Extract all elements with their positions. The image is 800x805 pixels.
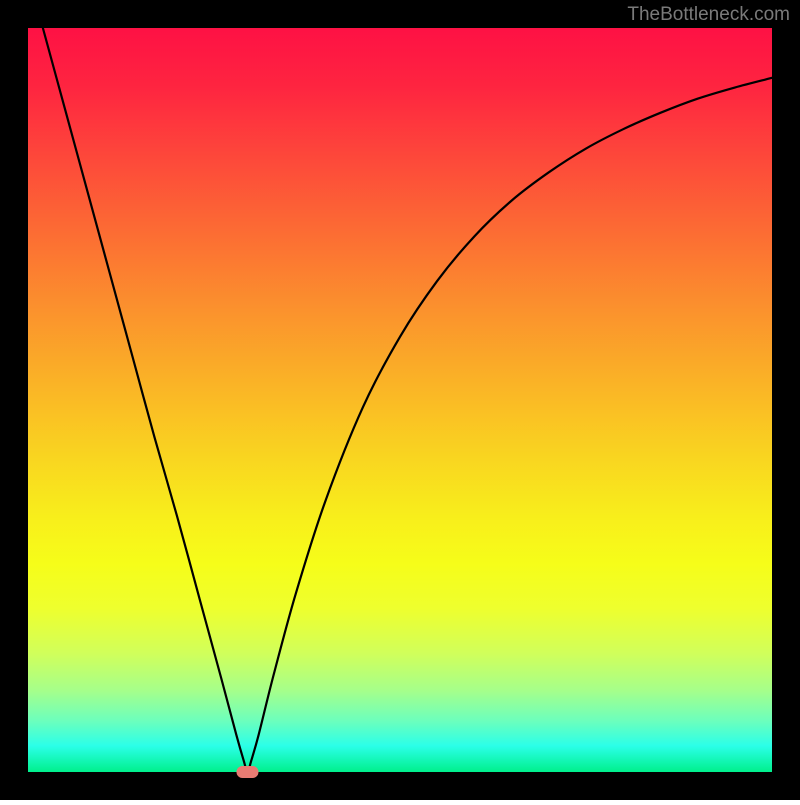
chart-background — [28, 28, 772, 772]
bottleneck-chart — [0, 0, 800, 800]
watermark-text: TheBottleneck.com — [627, 4, 790, 26]
optimal-point-marker — [236, 766, 258, 778]
chart-container: TheBottleneck.com — [0, 0, 800, 800]
